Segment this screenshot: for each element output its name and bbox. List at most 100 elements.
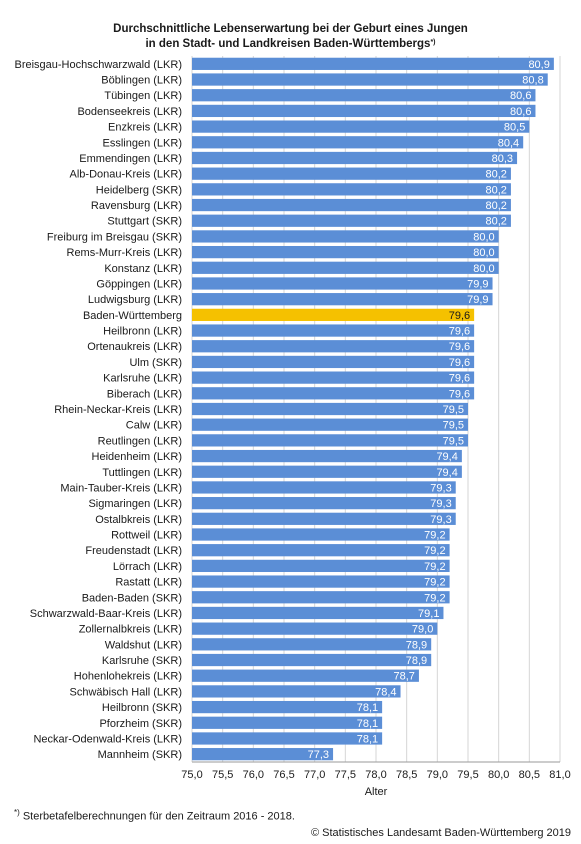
category-label: Baden-Baden (SKR) xyxy=(82,592,182,604)
x-tick-label: 76,5 xyxy=(273,769,294,781)
value-label: 79,6 xyxy=(449,357,470,369)
chart-title-line1: Durchschnittliche Lebenserwartung bei de… xyxy=(113,23,468,35)
category-label: Alb-Donau-Kreis (LKR) xyxy=(70,169,182,181)
value-label: 80,0 xyxy=(473,263,494,275)
x-axis-title: Alter xyxy=(365,786,388,798)
category-label: Pforzheim (SKR) xyxy=(99,718,182,730)
value-label: 79,1 xyxy=(418,608,439,620)
category-label: Heilbronn (LKR) xyxy=(103,326,182,338)
value-label: 80,2 xyxy=(486,200,507,212)
category-label: Main-Tauber-Kreis (LKR) xyxy=(60,482,182,494)
category-label: Neckar-Odenwald-Kreis (LKR) xyxy=(33,733,182,745)
bar xyxy=(192,434,468,447)
category-label: Heilbronn (SKR) xyxy=(102,702,182,714)
category-label: Zollernalbkreis (LKR) xyxy=(79,624,182,636)
category-label: Rhein-Neckar-Kreis (LKR) xyxy=(54,404,182,416)
bar-highlight xyxy=(192,308,475,321)
value-label: 80,8 xyxy=(522,75,543,87)
x-tick-label: 79,5 xyxy=(457,769,478,781)
bar xyxy=(192,638,432,651)
bar xyxy=(192,591,450,604)
value-label: 79,5 xyxy=(443,435,464,447)
category-label: Schwäbisch Hall (LKR) xyxy=(70,686,182,698)
value-label: 79,3 xyxy=(430,498,451,510)
bar xyxy=(192,512,456,525)
value-label: 79,2 xyxy=(424,577,445,589)
x-tick-label: 81,0 xyxy=(549,769,570,781)
x-tick-label: 77,5 xyxy=(335,769,356,781)
value-label: 78,1 xyxy=(357,733,378,745)
x-tick-label: 76,0 xyxy=(243,769,264,781)
category-label: Biberach (LKR) xyxy=(107,388,182,400)
bar xyxy=(192,89,536,102)
category-label: Mannheim (SKR) xyxy=(98,749,182,761)
category-label: Calw (LKR) xyxy=(126,420,182,432)
category-label: Ulm (SKR) xyxy=(129,357,182,369)
bar xyxy=(192,528,450,541)
bar xyxy=(192,685,401,698)
bar xyxy=(192,151,518,165)
category-label: Waldshut (LKR) xyxy=(105,639,182,651)
bar xyxy=(192,748,334,761)
value-label: 79,4 xyxy=(436,467,457,479)
bar xyxy=(192,544,450,557)
x-tick-label: 80,0 xyxy=(488,769,509,781)
bar xyxy=(192,104,536,118)
value-label: 78,9 xyxy=(406,639,427,651)
value-label: 78,1 xyxy=(357,718,378,730)
category-label: Karlsruhe (LKR) xyxy=(103,373,182,385)
value-label: 80,2 xyxy=(486,169,507,181)
bar xyxy=(192,402,468,416)
bar xyxy=(192,355,475,369)
value-label: 78,1 xyxy=(357,702,378,714)
value-label: 79,2 xyxy=(424,561,445,573)
bar xyxy=(192,481,456,494)
bar xyxy=(192,340,475,353)
value-label: 80,5 xyxy=(504,122,525,134)
category-label: Freudenstadt (LKR) xyxy=(85,545,182,557)
chart-title-footnote-marker: *) xyxy=(430,39,436,46)
value-label: 80,2 xyxy=(486,216,507,228)
category-label: Bodenseekreis (LKR) xyxy=(77,106,182,118)
category-label: Baden-Württemberg xyxy=(83,310,182,322)
chart-title: Durchschnittliche Lebenserwartung bei de… xyxy=(0,22,581,52)
bar xyxy=(192,183,511,196)
bar xyxy=(192,653,432,667)
value-label: 80,0 xyxy=(473,247,494,259)
x-tick-label: 78,0 xyxy=(365,769,386,781)
category-label: Schwarzwald-Baar-Kreis (LKR) xyxy=(30,608,182,620)
category-label: Konstanz (LKR) xyxy=(104,263,182,275)
bar xyxy=(192,167,511,180)
value-label: 79,9 xyxy=(467,294,488,306)
category-label: Ludwigsburg (LKR) xyxy=(88,294,182,306)
bar xyxy=(192,277,493,290)
source-credit: © Statistisches Landesamt Baden-Württemb… xyxy=(310,827,571,839)
x-tick-label: 80,5 xyxy=(519,769,540,781)
category-label: Breisgau-Hochschwarzwald (LKR) xyxy=(14,59,182,71)
x-tick-label: 78,5 xyxy=(396,769,417,781)
bar xyxy=(192,245,499,259)
bar xyxy=(192,198,511,212)
bar xyxy=(192,120,530,133)
category-label: Tuttlingen (LKR) xyxy=(102,467,182,479)
bar xyxy=(192,230,499,243)
category-label: Rottweil (LKR) xyxy=(111,530,182,542)
value-label: 78,7 xyxy=(394,671,415,683)
value-label: 79,6 xyxy=(449,341,470,353)
category-label: Ostalbkreis (LKR) xyxy=(95,514,182,526)
bar xyxy=(192,293,493,306)
category-label: Esslingen (LKR) xyxy=(103,137,182,149)
x-tick-label: 77,0 xyxy=(304,769,325,781)
value-label: 80,3 xyxy=(492,153,513,165)
value-label: 79,6 xyxy=(449,310,470,322)
value-label: 80,0 xyxy=(473,231,494,243)
category-label: Tübingen (LKR) xyxy=(104,90,182,102)
category-label: Göppingen (LKR) xyxy=(96,278,182,290)
x-tick-label: 79,0 xyxy=(427,769,448,781)
footnote-marker: *) xyxy=(14,808,20,817)
category-label: Stuttgart (SKR) xyxy=(107,216,182,228)
chart-title-line2: in den Stadt- und Landkreisen Baden-Würt… xyxy=(0,37,581,52)
value-label: 78,9 xyxy=(406,655,427,667)
bar xyxy=(192,387,475,400)
category-label: Enzkreis (LKR) xyxy=(108,122,182,134)
